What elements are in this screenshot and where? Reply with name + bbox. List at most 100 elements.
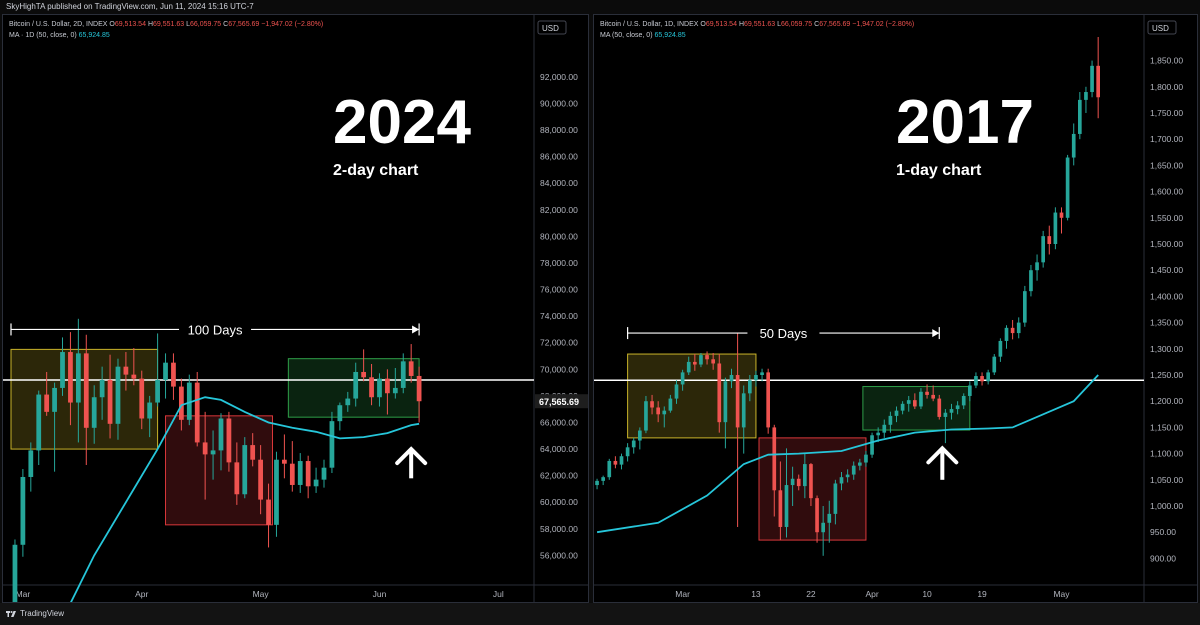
candle-body: [601, 477, 605, 481]
candle-body: [1065, 157, 1070, 218]
candle-body: [282, 459, 287, 464]
candle-body: [662, 410, 667, 415]
candle-body: [1059, 212, 1064, 218]
candlestick-chart-2017[interactable]: USD 900.00 950.00 1,000.00 1,050.00 1,100.00 1…: [594, 15, 1198, 603]
x-tick-label: 22: [806, 589, 816, 599]
y-tick-label: 88,000.00: [540, 125, 578, 135]
tradingview-logo-icon[interactable]: [6, 609, 16, 619]
candle-body: [974, 376, 978, 386]
candle-body: [760, 372, 764, 376]
candle-body: [28, 450, 34, 477]
candle-body: [234, 462, 240, 495]
candle-body: [1078, 99, 1082, 134]
candle-body: [139, 378, 145, 419]
candle-body: [258, 459, 263, 500]
candle-body: [625, 447, 630, 457]
ma-label: MA · 1D (50, close, 0): [9, 32, 77, 39]
candle-body: [345, 398, 351, 406]
low-label: L: [777, 21, 782, 28]
y-tick-label: 1,000.00: [1150, 501, 1183, 511]
candle-body: [888, 415, 893, 425]
candlestick-chart-2024[interactable]: USD 56,000.00 58,000.00 60,000.00 62,000.00 6…: [3, 15, 589, 603]
span-arrowhead: [412, 325, 420, 334]
candle-body: [631, 440, 636, 448]
candle-body: [949, 409, 954, 413]
candle-body: [992, 356, 997, 373]
candle-body: [913, 400, 917, 407]
y-tick-label: 80,000.00: [540, 231, 578, 241]
y-tick-label: 58,000.00: [540, 524, 578, 534]
candle-body: [91, 397, 97, 428]
high-label: H: [738, 21, 744, 28]
candle-body: [699, 355, 703, 365]
low-value: 66,059.75: [781, 21, 813, 28]
open-label: O: [109, 21, 115, 28]
candle-body: [735, 375, 740, 428]
candle-body: [416, 375, 422, 402]
x-tick-label: Jun: [373, 589, 387, 599]
currency-label: USD: [542, 24, 559, 33]
moving-average-line: [70, 396, 420, 602]
moving-average-line: [596, 374, 1099, 534]
last-price-badge: [535, 394, 588, 409]
candle-body: [1053, 212, 1058, 244]
candle-body: [894, 410, 899, 416]
chart-panel-2017[interactable]: USD 900.00 950.00 1,000.00 1,050.00 1,100.00 1…: [593, 14, 1198, 603]
candle-body: [998, 340, 1003, 357]
y-tick-label: 1,300.00: [1150, 344, 1183, 354]
x-tick-label: May: [1053, 589, 1070, 599]
y-tick-label: 60,000.00: [540, 497, 578, 507]
candle-body: [178, 386, 184, 420]
open-label: O: [700, 21, 706, 28]
y-tick-label: 62,000.00: [540, 471, 578, 481]
high-value: 69,551.63: [153, 21, 185, 28]
y-tick-label: 56,000.00: [540, 550, 578, 560]
chart-panel-2024[interactable]: USD 56,000.00 58,000.00 60,000.00 62,000.00 6…: [2, 14, 589, 603]
consolidation-box: [862, 386, 971, 431]
candle-body: [821, 522, 825, 533]
up-arrow-head: [926, 445, 959, 465]
candle-body: [705, 355, 709, 360]
y-tick-label: 1,450.00: [1150, 265, 1183, 275]
x-tick-label: Apr: [865, 589, 878, 599]
candle-body: [686, 361, 691, 373]
candle-body: [12, 544, 18, 602]
candle-body: [297, 461, 303, 485]
change-value: −1,947.02 (−2.80%): [261, 21, 324, 28]
candle-body: [845, 474, 850, 478]
candle-body: [968, 385, 972, 396]
y-tick-label: 1,100.00: [1150, 449, 1183, 459]
candle-body: [52, 387, 57, 412]
candle-body: [796, 478, 801, 487]
close-value: 67,565.69: [228, 21, 260, 28]
candle-body: [1041, 236, 1045, 263]
open-value: 69,513.54: [705, 21, 737, 28]
candle-body: [1071, 133, 1076, 158]
y-tick-label: 84,000.00: [540, 178, 578, 188]
ma-value: 65,924.85: [654, 32, 686, 39]
symbol-label: Bitcoin / U.S. Dollar, 1D, INDEX: [600, 21, 699, 28]
candle-body: [20, 476, 26, 545]
candle-body: [656, 407, 660, 415]
candle-body: [313, 479, 319, 487]
y-tick-label: 74,000.00: [540, 311, 578, 321]
candle-body: [729, 375, 734, 382]
candle-body: [289, 463, 295, 485]
candle-body: [919, 391, 923, 407]
y-tick-label: 1,400.00: [1150, 291, 1183, 301]
y-tick-label: 900.00: [1150, 553, 1176, 563]
y-tick-label: 66,000.00: [540, 417, 578, 427]
candle-body: [1090, 65, 1094, 93]
candle-body: [147, 402, 153, 419]
candle-body: [115, 366, 121, 424]
high-label: H: [147, 21, 153, 28]
tradingview-brand[interactable]: TradingView: [20, 609, 65, 618]
timeframe-label: 2-day chart: [333, 162, 419, 179]
close-label: C: [223, 21, 229, 28]
candle-body: [44, 394, 50, 412]
x-tick-label: Mar: [675, 589, 690, 599]
y-tick-label: 950.00: [1150, 527, 1176, 537]
candle-body: [274, 459, 279, 525]
candle-body: [392, 387, 398, 394]
candle-body: [638, 430, 642, 441]
